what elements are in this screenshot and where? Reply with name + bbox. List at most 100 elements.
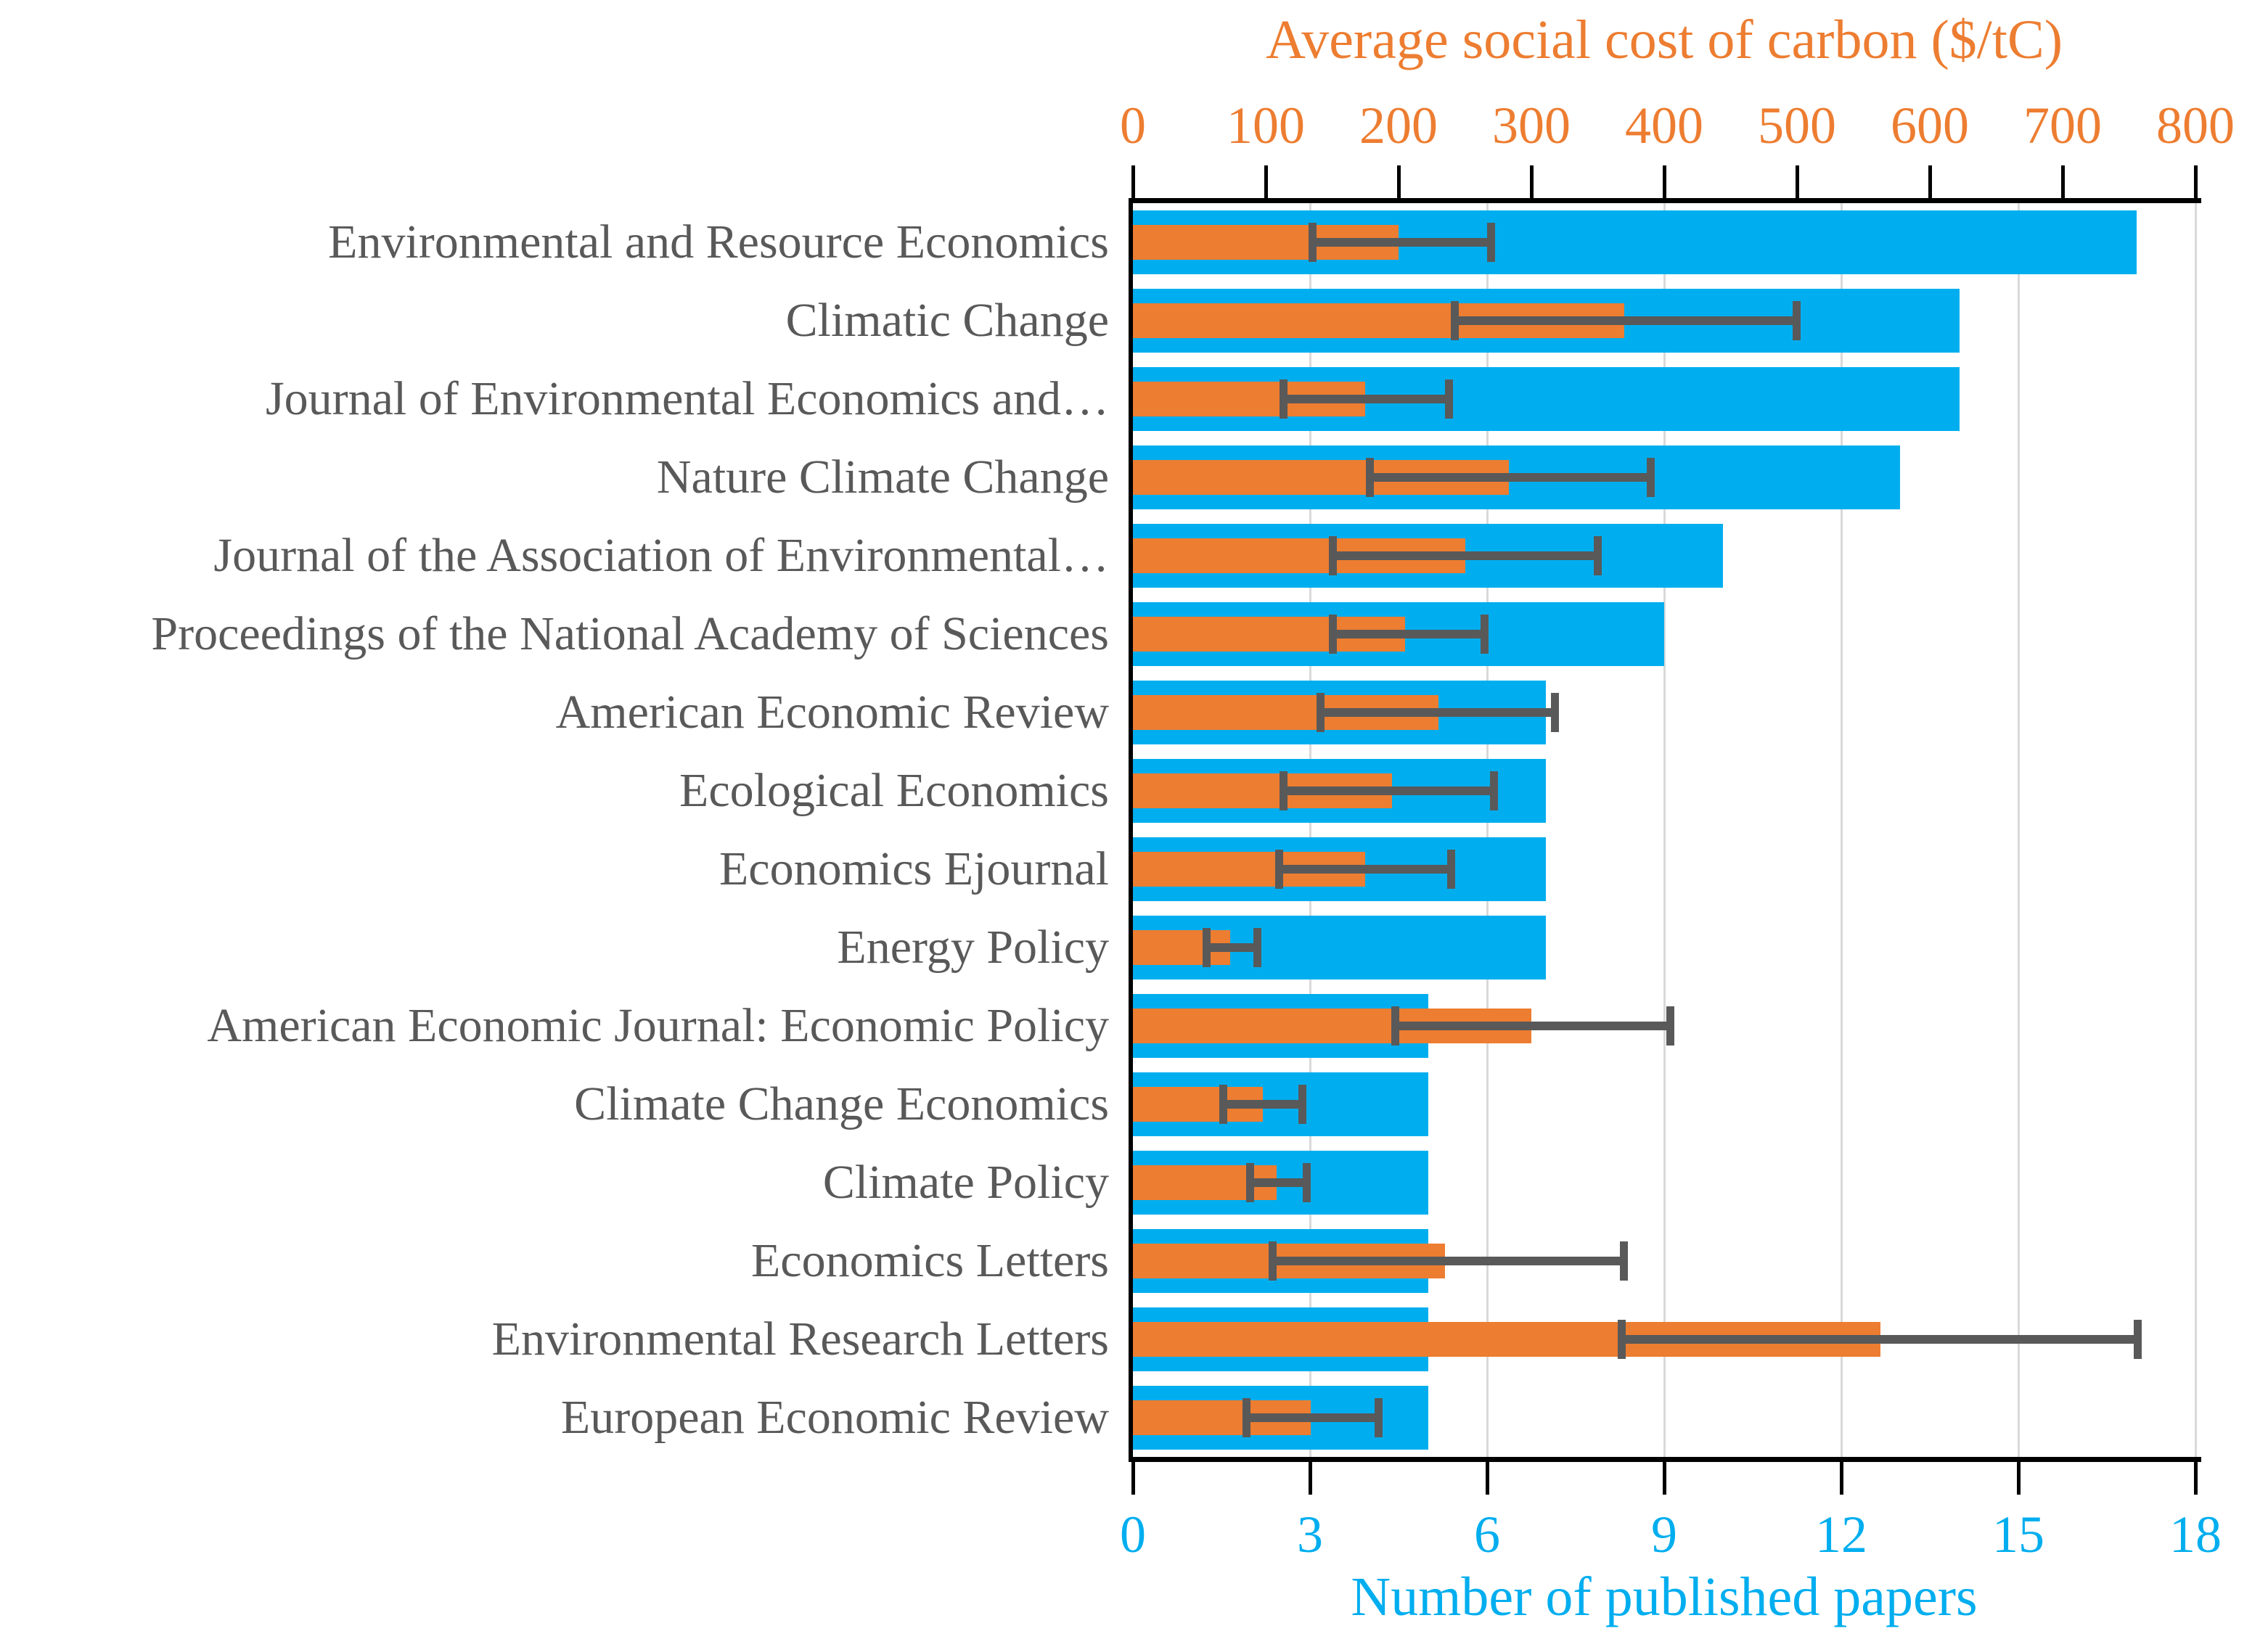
error-cap-right: [1480, 615, 1489, 654]
gridline: [1309, 203, 1311, 1457]
error-bar: [1205, 943, 1258, 952]
bottom-axis-tick-label: 18: [2169, 1506, 2222, 1564]
top-axis-title: Average social cost of carbon ($/tC): [1265, 9, 2063, 70]
bottom-axis-tick: [2016, 1462, 2021, 1495]
category-label: Economics Letters: [750, 1234, 1109, 1287]
error-bar: [1369, 473, 1651, 482]
error-cap-left: [1309, 223, 1317, 262]
error-cap-left: [1328, 536, 1337, 575]
error-cap-right: [1487, 223, 1496, 262]
error-cap-left: [1202, 928, 1211, 967]
error-cap-right: [1444, 379, 1453, 419]
error-cap-left: [1279, 771, 1287, 810]
error-cap-left: [1328, 615, 1337, 654]
bottom-axis-tick-label: 9: [1651, 1506, 1677, 1564]
bottom-axis-tick-label: 15: [1992, 1506, 2044, 1564]
error-cap-left: [1317, 693, 1325, 732]
error-cap-left: [1279, 379, 1287, 419]
error-bar: [1312, 238, 1492, 247]
top-axis-tick-label: 600: [1891, 96, 1969, 155]
error-cap-right: [1253, 928, 1262, 967]
error-bar: [1332, 630, 1485, 638]
top-axis-tick: [1396, 165, 1401, 198]
category-label: Climate Change Economics: [574, 1077, 1109, 1130]
bottom-axis-title: Number of published papers: [1351, 1566, 1978, 1627]
top-axis-tick-label: 300: [1492, 96, 1571, 155]
category-label: Environmental Research Letters: [491, 1313, 1109, 1365]
error-bar: [1332, 551, 1598, 560]
error-bar: [1279, 865, 1452, 874]
top-axis-tick-label: 100: [1227, 96, 1305, 155]
error-cap-right: [1646, 458, 1655, 497]
bottom-axis-tick: [1131, 1462, 1135, 1495]
error-cap-left: [1618, 1320, 1626, 1359]
bottom-axis-tick: [1839, 1462, 1843, 1495]
category-label: Proceedings of the National Academy of S…: [151, 607, 1109, 660]
error-cap-right: [1593, 536, 1602, 575]
top-axis-tick: [2193, 165, 2198, 198]
top-axis-tick: [1131, 165, 1135, 198]
error-bar: [1454, 316, 1797, 325]
error-cap-right: [1620, 1241, 1629, 1281]
error-bar: [1250, 1178, 1307, 1187]
bottom-axis-tick: [1485, 1462, 1489, 1495]
top-axis-tick: [1795, 165, 1799, 198]
error-bar: [1621, 1335, 2139, 1344]
error-cap-right: [1298, 1085, 1307, 1124]
error-cap-right: [1302, 1163, 1311, 1202]
error-cap-left: [1365, 458, 1374, 497]
top-axis-tick: [1662, 165, 1666, 198]
left-axis-line: [1129, 203, 1133, 1457]
top-axis-tick: [1529, 165, 1534, 198]
error-bar: [1394, 1022, 1671, 1030]
error-cap-left: [1246, 1163, 1255, 1202]
bottom-axis-tick: [1308, 1462, 1312, 1495]
error-cap-right: [1447, 850, 1456, 889]
error-cap-left: [1391, 1006, 1399, 1046]
error-cap-right: [2134, 1320, 2142, 1359]
category-label: Ecological Economics: [679, 764, 1109, 817]
top-axis-tick-label: 800: [2156, 96, 2235, 155]
bottom-axis-tick-label: 6: [1474, 1506, 1500, 1564]
category-label: Climatic Change: [785, 294, 1109, 347]
category-label: American Economic Review: [555, 686, 1109, 739]
error-cap-left: [1219, 1085, 1228, 1124]
bottom-axis-tick-label: 3: [1297, 1506, 1323, 1564]
top-axis-tick: [1928, 165, 1932, 198]
category-label: European Economic Review: [560, 1391, 1109, 1444]
category-label: Energy Policy: [837, 921, 1109, 974]
bottom-axis-tick: [1662, 1462, 1666, 1495]
bottom-axis-tick-label: 12: [1815, 1506, 1867, 1564]
error-bar: [1223, 1100, 1303, 1109]
bottom-axis-line: [1129, 1457, 2201, 1462]
bottom-axis-tick-label: 0: [1120, 1506, 1146, 1564]
gridline: [1663, 203, 1666, 1457]
top-axis-tick-label: 400: [1625, 96, 1703, 155]
bottom-axis-tick: [2193, 1462, 2198, 1495]
error-cap-left: [1275, 850, 1284, 889]
error-bar: [1282, 786, 1494, 795]
category-label: Nature Climate Change: [656, 451, 1109, 504]
category-label: Journal of the Association of Environmen…: [213, 529, 1109, 582]
error-cap-right: [1550, 693, 1559, 732]
category-label: American Economic Journal: Economic Poli…: [207, 999, 1109, 1052]
error-cap-right: [1489, 771, 1498, 810]
error-cap-right: [1374, 1398, 1383, 1437]
error-cap-right: [1666, 1006, 1675, 1046]
top-axis-tick-label: 500: [1758, 96, 1836, 155]
error-bar: [1272, 1257, 1625, 1265]
gridline: [2194, 203, 2197, 1457]
error-bar: [1320, 708, 1555, 717]
gridline: [2017, 203, 2020, 1457]
top-axis-tick-label: 200: [1359, 96, 1438, 155]
error-cap-left: [1450, 301, 1459, 340]
gridline: [1840, 203, 1843, 1457]
category-label: Environmental and Resource Economics: [328, 215, 1109, 268]
error-cap-left: [1269, 1241, 1277, 1281]
error-cap-left: [1242, 1398, 1250, 1437]
category-label: Climate Policy: [822, 1156, 1109, 1209]
top-axis-tick: [1264, 165, 1268, 198]
error-cap-right: [1793, 301, 1801, 340]
top-axis-tick-label: 700: [2023, 96, 2102, 155]
